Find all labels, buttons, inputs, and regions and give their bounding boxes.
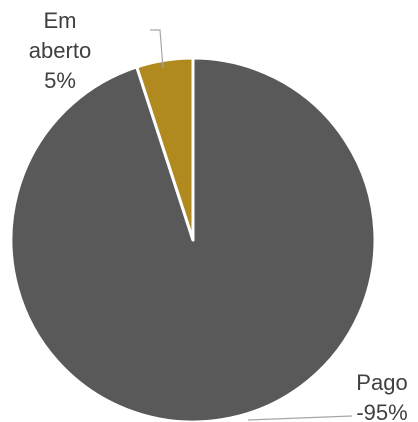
leader-line-em-aberto	[150, 29, 164, 69]
label-pago-value: -95%	[356, 400, 407, 422]
pie-slices	[9, 56, 377, 422]
label-em-aberto-value: 5%	[44, 68, 76, 93]
label-em-aberto-line1: Em	[44, 8, 77, 33]
leader-line-pago	[247, 415, 353, 421]
pie-slice-em-aberto	[135, 56, 195, 242]
label-em-aberto-line2: aberto	[29, 38, 91, 63]
label-pago-name: Pago	[356, 370, 407, 395]
